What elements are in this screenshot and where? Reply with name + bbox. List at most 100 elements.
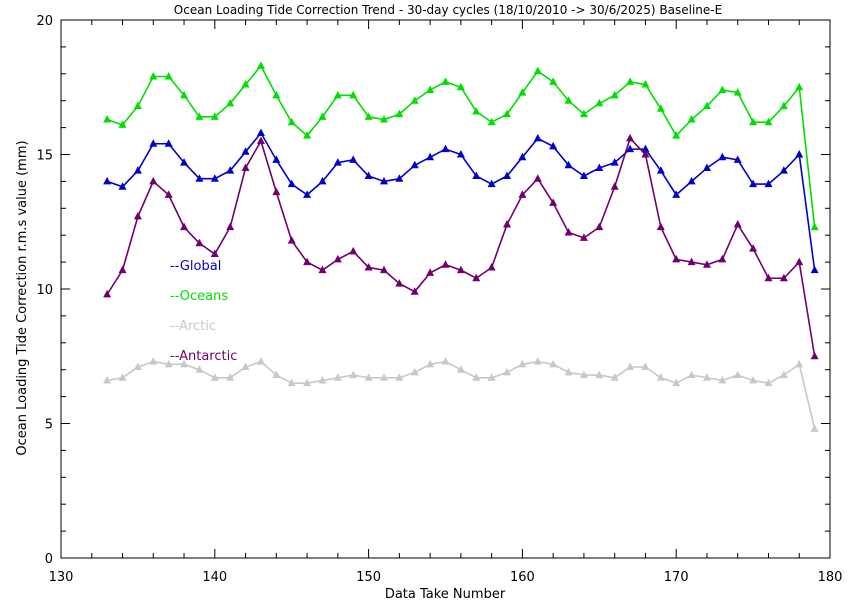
data-point	[733, 219, 742, 228]
data-point	[118, 265, 127, 274]
data-point	[549, 77, 558, 85]
series-global	[103, 128, 819, 274]
data-point	[195, 174, 204, 182]
series-layer	[103, 61, 819, 432]
data-point	[349, 155, 358, 163]
data-point	[410, 96, 419, 104]
data-point	[256, 357, 265, 365]
legend-entry-arctic: --Arctic	[170, 319, 216, 334]
data-point	[164, 71, 173, 80]
x-tick-label: 180	[818, 570, 843, 585]
data-point	[149, 176, 158, 185]
data-point	[779, 101, 788, 110]
data-point	[426, 152, 435, 161]
x-tick-label: 150	[356, 570, 381, 585]
data-point	[533, 174, 542, 182]
data-point	[503, 367, 512, 376]
data-point	[195, 238, 204, 247]
data-point	[564, 367, 573, 376]
data-point	[687, 176, 696, 185]
data-point	[564, 96, 573, 104]
x-tick-label: 170	[664, 570, 689, 585]
data-point	[795, 82, 804, 91]
data-point	[503, 219, 512, 228]
data-point	[764, 179, 773, 188]
data-point	[180, 158, 189, 166]
data-point	[687, 370, 696, 379]
data-point	[103, 375, 112, 384]
data-point	[133, 101, 142, 110]
data-point	[549, 198, 558, 206]
data-point	[180, 359, 189, 368]
data-point	[656, 373, 665, 381]
data-point	[333, 90, 342, 99]
data-point	[795, 359, 804, 368]
data-point	[256, 128, 265, 136]
data-point	[641, 144, 650, 153]
data-point	[656, 222, 665, 231]
data-point	[733, 88, 742, 96]
data-point	[733, 370, 742, 379]
data-point	[318, 375, 327, 384]
data-point	[610, 182, 619, 190]
data-point	[687, 257, 696, 266]
data-point	[164, 359, 173, 368]
data-point	[226, 166, 235, 174]
data-point	[595, 98, 604, 107]
data-point	[672, 131, 681, 139]
data-point	[595, 163, 604, 171]
data-point	[333, 158, 342, 166]
data-point	[626, 77, 635, 85]
data-point	[626, 144, 635, 153]
data-point	[749, 117, 758, 126]
data-point	[702, 163, 711, 171]
data-point	[472, 106, 481, 115]
data-point	[656, 104, 665, 112]
data-point	[641, 150, 650, 158]
data-point	[533, 357, 542, 365]
data-point	[241, 147, 250, 155]
data-point	[195, 365, 204, 373]
data-point	[487, 117, 496, 126]
data-point	[795, 150, 804, 158]
legend: --Global --Oceans --Arctic --Antarctic	[170, 259, 237, 364]
data-point	[518, 88, 527, 96]
data-point	[472, 171, 481, 180]
data-point	[303, 131, 312, 139]
data-point	[779, 370, 788, 379]
data-point	[810, 222, 819, 231]
data-point	[118, 182, 127, 190]
data-point	[210, 112, 219, 120]
data-point	[749, 179, 758, 188]
data-point	[441, 260, 450, 268]
data-point	[379, 265, 388, 274]
data-point	[626, 133, 635, 142]
data-point	[487, 262, 496, 271]
data-point	[702, 373, 711, 381]
data-point	[518, 190, 527, 198]
data-point	[210, 373, 219, 381]
legend-entry-global: --Global	[170, 259, 221, 274]
data-point	[426, 268, 435, 276]
data-point	[610, 158, 619, 166]
x-tick-label: 130	[49, 570, 74, 585]
data-point	[456, 150, 465, 158]
data-point	[672, 378, 681, 387]
data-point	[256, 61, 265, 69]
data-point	[656, 166, 665, 174]
x-tick-label: 160	[510, 570, 535, 585]
data-point	[133, 166, 142, 174]
data-point	[426, 85, 435, 93]
data-point	[287, 378, 296, 387]
data-point	[810, 265, 819, 274]
data-point	[395, 373, 404, 381]
y-tick-label: 5	[45, 418, 53, 433]
data-point	[333, 373, 342, 381]
data-point	[118, 120, 127, 128]
data-point	[349, 370, 358, 379]
data-point	[226, 98, 235, 107]
data-point	[764, 378, 773, 387]
y-tick-label: 10	[36, 283, 53, 298]
data-point	[364, 112, 373, 120]
